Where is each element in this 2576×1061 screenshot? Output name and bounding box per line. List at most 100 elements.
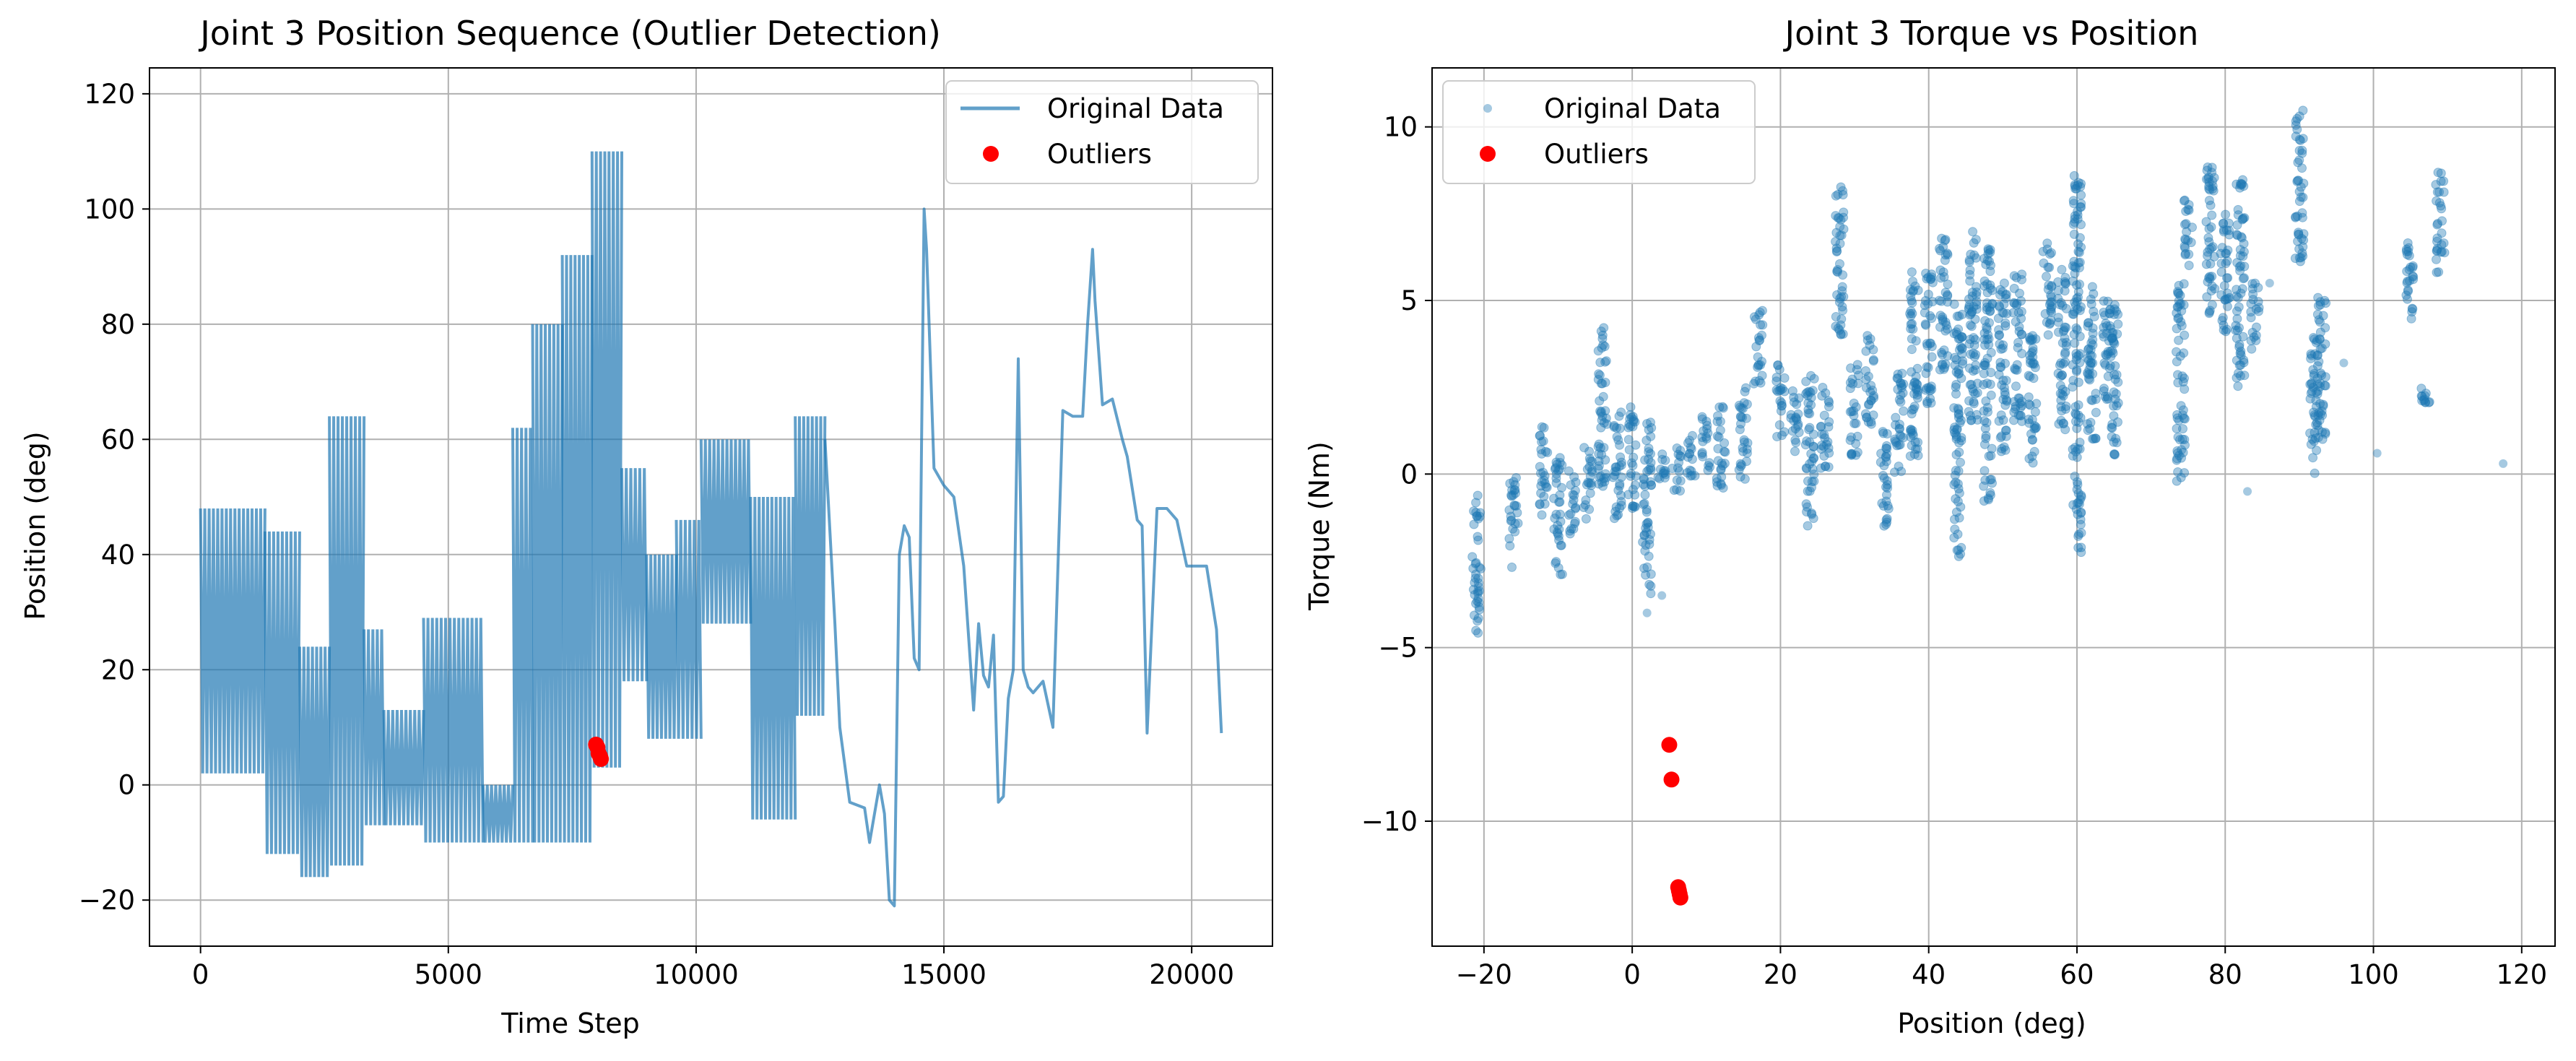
- data-point: [1849, 406, 1859, 416]
- data-point: [1628, 485, 1638, 495]
- data-point: [1847, 450, 1857, 460]
- data-point: [2074, 263, 2084, 273]
- data-point: [1536, 468, 1545, 478]
- data-point: [2076, 528, 2086, 538]
- data-point: [2084, 365, 2094, 375]
- data-point: [1970, 365, 1980, 375]
- data-point: [2248, 295, 2258, 305]
- data-point: [2072, 452, 2082, 462]
- data-point: [2316, 368, 2326, 378]
- data-point: [2028, 352, 2038, 362]
- data-point: [1907, 425, 1917, 436]
- data-point: [2432, 236, 2442, 246]
- data-point: [2109, 337, 2119, 347]
- data-point: [1568, 490, 1578, 500]
- data-point: [2417, 391, 2427, 402]
- data-point: [2310, 412, 2320, 422]
- data-point: [1806, 400, 1816, 410]
- data-point: [1949, 299, 1959, 309]
- data-point: [2180, 220, 2190, 230]
- data-point: [1470, 590, 1480, 599]
- data-point: [2058, 326, 2068, 337]
- data-point: [1967, 384, 1977, 394]
- data-point: [2042, 244, 2052, 254]
- data-point: [2009, 415, 2018, 425]
- data-point: [2309, 436, 2319, 446]
- y-tick-label: 60: [101, 424, 135, 455]
- data-point: [1869, 391, 1878, 401]
- data-point: [2014, 326, 2024, 337]
- data-point: [2432, 246, 2442, 256]
- data-point: [2046, 306, 2056, 316]
- legend-point-swatch: [1483, 104, 1492, 113]
- data-point: [1913, 385, 1923, 395]
- data-point: [2000, 425, 2011, 436]
- data-point: [2237, 179, 2247, 189]
- data-point: [1831, 191, 1841, 201]
- data-point: [2416, 384, 2427, 394]
- data-point: [1615, 503, 1625, 513]
- data-point: [1981, 430, 1991, 441]
- data-point: [2060, 272, 2070, 282]
- data-point: [2294, 253, 2304, 263]
- data-point: [2204, 196, 2214, 205]
- data-point: [2056, 298, 2066, 308]
- data-point: [1943, 324, 1952, 334]
- data-point: [1964, 396, 1974, 406]
- data-point: [1824, 397, 1834, 407]
- data-point: [1985, 475, 1995, 485]
- data-point: [1717, 458, 1727, 468]
- data-point: [1749, 312, 1759, 322]
- data-point: [2234, 262, 2245, 272]
- data-point: [1675, 451, 1685, 461]
- data-point: [2060, 286, 2070, 296]
- data-point: [2047, 292, 2057, 302]
- data-point: [1851, 438, 1861, 449]
- data-point: [1473, 588, 1483, 598]
- data-point: [2009, 407, 2019, 417]
- data-point: [1965, 276, 1975, 286]
- data-point: [2104, 308, 2115, 319]
- data-point: [1907, 367, 1917, 377]
- data-point: [1956, 342, 1966, 352]
- data-point: [2434, 267, 2444, 277]
- data-point: [1892, 441, 1902, 451]
- data-point: [1824, 448, 1834, 458]
- data-point: [1616, 460, 1626, 470]
- data-point: [2216, 290, 2226, 300]
- data-point: [1647, 480, 1657, 490]
- data-point: [1968, 348, 1978, 358]
- data-point: [2209, 251, 2219, 261]
- data-point: [1556, 540, 1566, 550]
- data-point: [1774, 420, 1784, 430]
- data-point: [1644, 447, 1654, 457]
- data-point: [1913, 285, 1923, 295]
- data-point: [2401, 290, 2411, 300]
- data-point: [1891, 412, 1901, 423]
- data-point: [1512, 473, 1521, 482]
- data-point: [1896, 397, 1906, 407]
- data-point: [2238, 274, 2248, 284]
- data-point: [1806, 371, 1816, 381]
- data-point: [2075, 306, 2085, 316]
- data-point: [1808, 454, 1818, 464]
- data-point: [2222, 288, 2232, 298]
- data-point: [1779, 427, 1790, 437]
- data-point: [1735, 425, 1745, 435]
- data-point: [1899, 406, 1909, 416]
- data-point: [1551, 473, 1561, 483]
- data-point: [2292, 124, 2302, 134]
- data-point: [2086, 299, 2096, 309]
- data-point: [1551, 478, 1561, 488]
- data-point: [2009, 298, 2019, 308]
- data-point: [2177, 321, 2187, 331]
- data-point: [1969, 397, 1979, 407]
- data-point: [2298, 251, 2308, 261]
- data-point: [1549, 493, 1559, 503]
- data-point: [2108, 327, 2118, 337]
- data-point: [2308, 382, 2318, 392]
- data-point: [1758, 320, 1768, 330]
- data-point: [2104, 308, 2115, 319]
- data-point: [2113, 417, 2122, 427]
- data-point: [2074, 248, 2084, 257]
